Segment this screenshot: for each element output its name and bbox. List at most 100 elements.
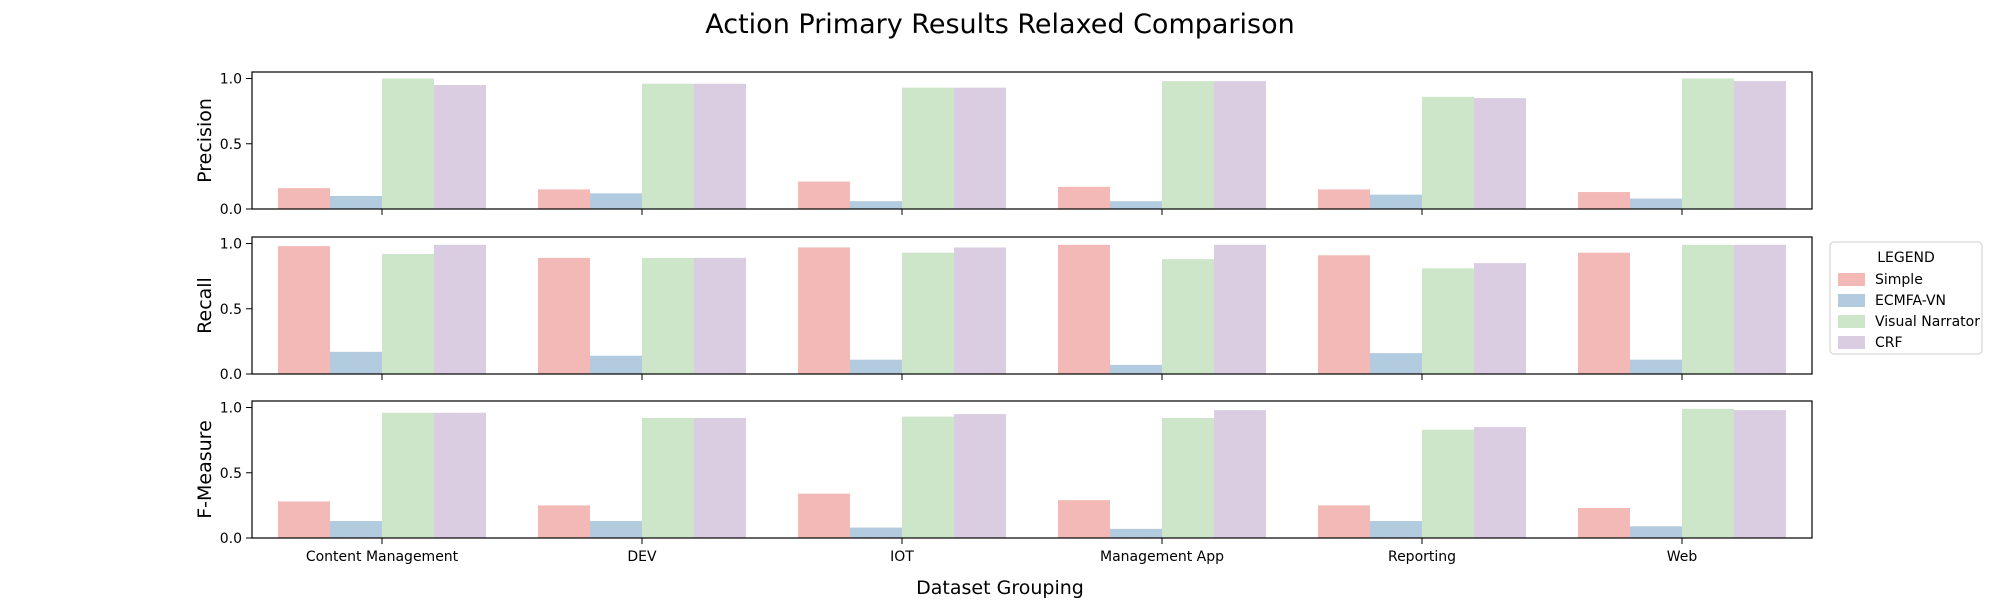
bar-f-measure-ecmfa-vn-iot (850, 527, 902, 538)
bar-f-measure-crf-content-management (434, 412, 486, 538)
bar-recall-ecmfa-vn-web (1630, 359, 1682, 374)
y-tick-label: 0.0 (220, 531, 242, 547)
panel-recall: 0.0 0.5 1.0 Recall (194, 236, 1813, 383)
y-axis-label: F-Measure (194, 420, 216, 519)
bar-f-measure-crf-dev (694, 417, 746, 538)
bar-recall-visual-narrator-content-management (382, 253, 434, 374)
y-tick-label: 0.0 (220, 367, 242, 383)
bar-recall-simple-web (1578, 252, 1630, 374)
legend-entry-simple: Simple (1875, 272, 1923, 288)
bar-f-measure-crf-reporting (1474, 427, 1526, 538)
x-tick-label-content-management: Content Management (306, 549, 459, 565)
bar-recall-visual-narrator-management-app (1162, 259, 1214, 374)
bar-precision-visual-narrator-content-management (382, 78, 434, 210)
bar-precision-crf-content-management (434, 85, 486, 209)
legend: LEGEND Simple ECMFA-VN Visual Narrator CRF (1829, 241, 1983, 355)
bar-f-measure-visual-narrator-reporting (1422, 429, 1474, 538)
bar-precision-simple-reporting (1318, 189, 1370, 209)
bar-precision-crf-dev (694, 83, 746, 209)
bar-f-measure-crf-management-app (1214, 410, 1266, 538)
y-tick-label: 0.5 (220, 137, 242, 153)
y-tick-label: 0.0 (220, 202, 242, 218)
bar-recall-ecmfa-vn-content-management (330, 351, 382, 374)
bar-f-measure-ecmfa-vn-dev (590, 521, 642, 538)
legend-swatch-ecmfa-vn (1838, 294, 1865, 307)
bar-precision-ecmfa-vn-content-management (330, 195, 382, 209)
bar-precision-ecmfa-vn-dev (590, 193, 642, 209)
bar-precision-ecmfa-vn-reporting (1370, 194, 1422, 209)
bar-precision-simple-content-management (278, 188, 330, 209)
y-tick-label: 1.0 (220, 237, 242, 253)
x-tick-label-web: Web (1667, 549, 1698, 565)
bar-f-measure-simple-reporting (1318, 505, 1370, 538)
x-tick-label-management-app: Management App (1100, 549, 1224, 565)
bar-f-measure-visual-narrator-dev (642, 417, 694, 538)
bar-f-measure-crf-web (1734, 410, 1786, 538)
bar-f-measure-ecmfa-vn-web (1630, 526, 1682, 538)
bar-precision-ecmfa-vn-iot (850, 201, 902, 209)
bar-f-measure-ecmfa-vn-reporting (1370, 521, 1422, 538)
bar-precision-crf-reporting (1474, 98, 1526, 209)
bar-recall-crf-iot (954, 247, 1006, 374)
y-tick-label: 1.0 (220, 401, 242, 417)
x-tick-label-dev: DEV (627, 549, 657, 565)
y-tick-label: 0.5 (220, 466, 242, 482)
bar-recall-simple-reporting (1318, 255, 1370, 374)
bar-recall-simple-content-management (278, 246, 330, 374)
bar-recall-simple-management-app (1058, 244, 1110, 374)
bar-f-measure-simple-dev (538, 505, 590, 538)
legend-entry-ecmfa-vn: ECMFA-VN (1875, 293, 1946, 309)
legend-entry-crf: CRF (1875, 335, 1903, 351)
bar-f-measure-visual-narrator-content-management (382, 412, 434, 538)
panels: 0.00.51.0Precision0.00.51.0Recall0.00.51… (194, 71, 1813, 565)
plot-frame (251, 236, 1813, 375)
bar-recall-ecmfa-vn-reporting (1370, 353, 1422, 374)
legend-swatch-simple (1838, 273, 1865, 286)
bar-precision-visual-narrator-management-app (1162, 81, 1214, 209)
bar-recall-visual-narrator-web (1682, 244, 1734, 374)
plot-frame (251, 400, 1813, 539)
legend-swatch-visual-narrator (1838, 315, 1865, 328)
bar-f-measure-visual-narrator-web (1682, 408, 1734, 538)
bar-recall-visual-narrator-iot (902, 252, 954, 374)
bar-precision-simple-management-app (1058, 186, 1110, 209)
legend-entry-visual-narrator: Visual Narrator (1875, 314, 1980, 330)
bar-precision-visual-narrator-web (1682, 78, 1734, 210)
x-axis-label: Dataset Grouping (916, 577, 1084, 599)
bar-precision-simple-iot (798, 181, 850, 209)
bar-recall-visual-narrator-dev (642, 257, 694, 374)
bar-f-measure-simple-web (1578, 507, 1630, 538)
legend-swatch-crf (1838, 336, 1865, 349)
bar-f-measure-visual-narrator-management-app (1162, 417, 1214, 538)
bar-recall-crf-management-app (1214, 244, 1266, 374)
y-axis-label: Recall (194, 277, 216, 334)
bar-recall-simple-iot (798, 247, 850, 374)
bar-recall-ecmfa-vn-management-app (1110, 364, 1162, 374)
bar-f-measure-visual-narrator-iot (902, 416, 954, 538)
bar-precision-visual-narrator-dev (642, 83, 694, 209)
bar-f-measure-ecmfa-vn-content-management (330, 521, 382, 538)
bar-recall-ecmfa-vn-dev (590, 355, 642, 374)
bar-recall-crf-dev (694, 257, 746, 374)
y-tick-label: 1.0 (220, 72, 242, 88)
panel-f-measure: 0.0 0.5 1.0F-Measure (194, 400, 1813, 547)
bar-recall-crf-content-management (434, 244, 486, 374)
x-tick-label-iot: IOT (890, 549, 914, 565)
x-tick-label-reporting: Reporting (1388, 549, 1456, 565)
bar-precision-crf-iot (954, 87, 1006, 209)
bar-precision-crf-web (1734, 81, 1786, 209)
bar-f-measure-simple-content-management (278, 501, 330, 538)
bar-precision-crf-management-app (1214, 81, 1266, 209)
bar-precision-simple-web (1578, 192, 1630, 209)
legend-title: LEGEND (1877, 250, 1935, 266)
bar-f-measure-crf-iot (954, 414, 1006, 538)
y-axis-label: Precision (194, 98, 216, 183)
bar-recall-crf-reporting (1474, 263, 1526, 374)
legend-box (1829, 241, 1983, 355)
bar-recall-simple-dev (538, 257, 590, 374)
bar-f-measure-simple-iot (798, 493, 850, 538)
bar-f-measure-ecmfa-vn-management-app (1110, 528, 1162, 538)
y-tick-label: 0.5 (220, 302, 242, 318)
